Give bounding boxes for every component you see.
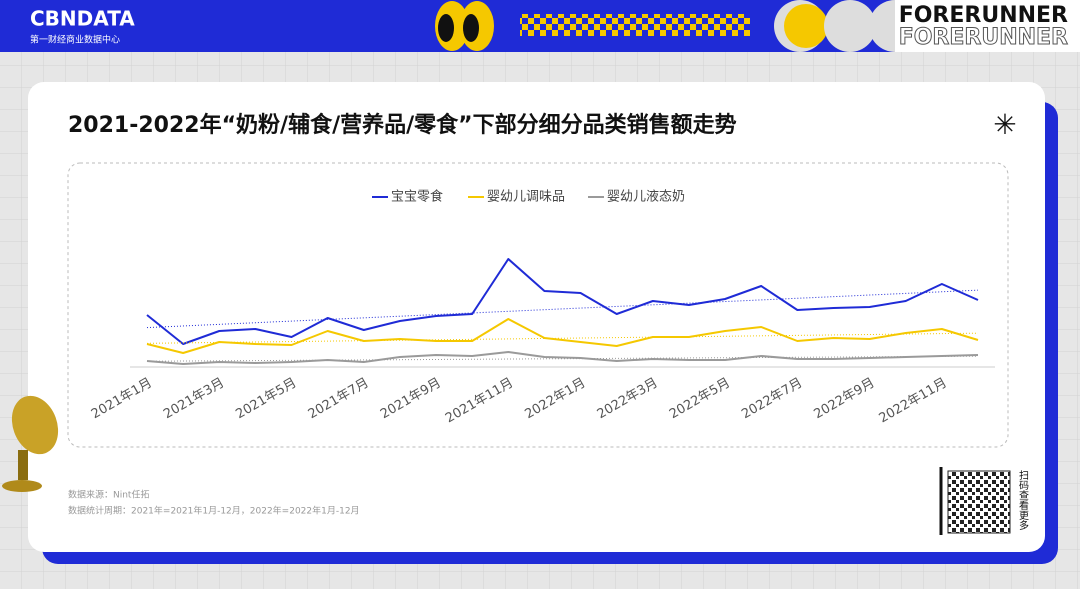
asterisk-icon: ✳ xyxy=(993,108,1016,141)
eyes xyxy=(435,1,494,51)
tag-outline: FORERUNNER xyxy=(899,25,1068,50)
chart-frame xyxy=(67,162,1009,448)
source: 数据来源：Nint任拓 xyxy=(68,489,149,501)
circles xyxy=(774,0,921,52)
series-line xyxy=(146,351,979,365)
trend-line xyxy=(146,289,979,329)
brand-subtitle: 第一财经商业数据中心 xyxy=(30,34,120,46)
series-line xyxy=(146,258,979,345)
legend-label: 婴幼儿液态奶 xyxy=(607,190,685,205)
brand: CBNDATA xyxy=(30,7,135,31)
qr-caption: 扫码查看更多 xyxy=(1017,469,1029,531)
legend-label: 宝宝零食 xyxy=(391,189,443,205)
chart-title: 2021-2022年“奶粉/辅食/营养品/零食”下部分细分品类销售额走势 xyxy=(68,112,737,138)
tag: FORERUNNER xyxy=(899,3,1068,28)
tag-box xyxy=(895,0,1080,52)
trend-line xyxy=(146,355,979,362)
trend-line xyxy=(146,332,979,344)
legend-label: 婴幼儿调味品 xyxy=(487,190,565,205)
card xyxy=(28,82,1045,552)
checker-strip xyxy=(520,14,750,36)
period: 数据统计周期：2021年=2021年1月-12月，2022年=2022年1月-1… xyxy=(68,505,360,517)
qr-code xyxy=(947,470,1011,534)
microphone xyxy=(2,395,59,492)
series-line xyxy=(146,318,979,354)
